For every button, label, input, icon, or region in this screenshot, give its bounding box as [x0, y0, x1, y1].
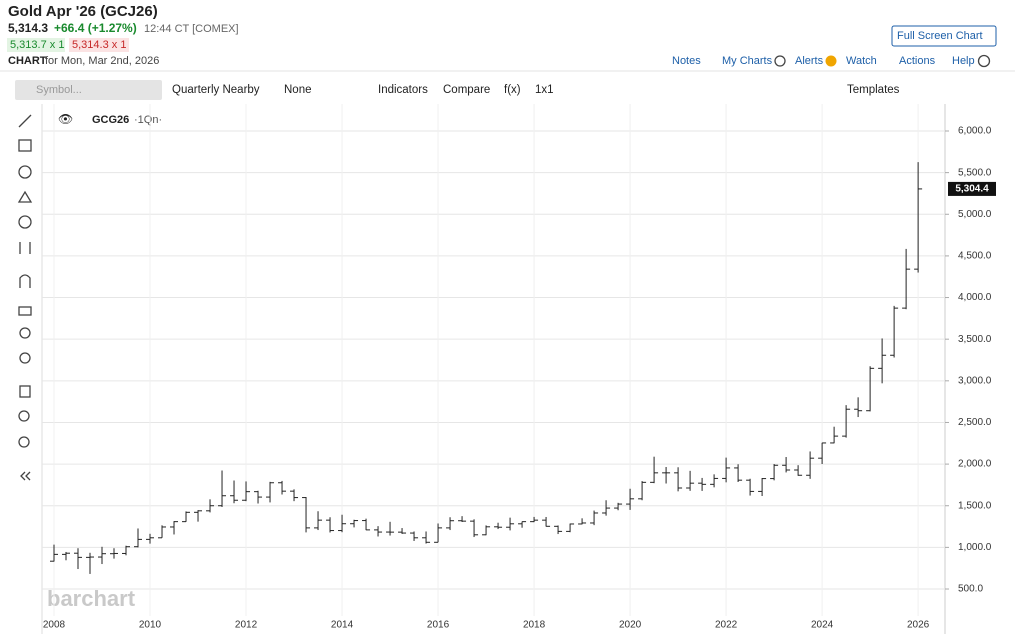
y-tick-label: 5,000.0 — [958, 209, 992, 220]
tool-line[interactable] — [18, 114, 32, 128]
tool-zoom-out[interactable] — [18, 436, 30, 448]
y-tick-label: 1,500.0 — [958, 500, 992, 511]
help-icon — [977, 54, 991, 68]
tool-delete[interactable] — [19, 385, 31, 398]
tool-arrow[interactable] — [17, 190, 33, 203]
bid-box — [7, 38, 65, 52]
x-tick-label: 2026 — [907, 620, 930, 631]
tool-shape[interactable] — [18, 165, 32, 179]
chart-label: CHART — [8, 55, 47, 67]
y-tick-label: 3,000.0 — [958, 375, 992, 386]
nav-my-charts[interactable]: My Charts — [722, 55, 773, 67]
y-tick-label: 4,500.0 — [958, 251, 992, 262]
bid: 5,313.7 x 1 — [10, 39, 64, 51]
x-tick-label: 2018 — [523, 620, 546, 631]
time: 12:44 CT [COMEX] — [144, 23, 239, 35]
sidebar — [17, 114, 33, 481]
nav-actions[interactable]: Actions — [899, 55, 936, 67]
tool-redo[interactable] — [19, 352, 31, 364]
watermark: barchart — [47, 586, 136, 611]
x-tick-label: 2014 — [331, 620, 354, 631]
y-tick-label: 2,500.0 — [958, 417, 992, 428]
add-icon — [774, 55, 786, 67]
nav-notes[interactable]: Notes — [672, 55, 701, 67]
toolbar-period[interactable]: Quarterly Nearby — [172, 84, 260, 96]
tool-collapse[interactable] — [20, 471, 31, 481]
toolbar-layout[interactable]: 1x1 — [535, 84, 554, 96]
symbol-input[interactable] — [15, 80, 162, 100]
tool-magnet[interactable] — [19, 274, 31, 288]
tool-lock[interactable] — [18, 306, 32, 316]
y-tick-label: 1,000.0 — [958, 542, 992, 553]
x-tick-label: 2012 — [235, 620, 258, 631]
x-tick-label: 2016 — [427, 620, 450, 631]
y-tick-label: 5,500.0 — [958, 167, 992, 178]
tool-number[interactable] — [18, 215, 32, 229]
legend-period: ·1Qn· — [134, 114, 162, 126]
tool-fib[interactable] — [18, 139, 32, 152]
last-price-label: 5,304.4 — [955, 184, 989, 195]
y-tick-label: 6,000.0 — [958, 126, 992, 137]
ask: 5,314.3 x 1 — [72, 39, 126, 51]
symbol-placeholder[interactable]: Symbol... — [36, 84, 82, 96]
y-tick-label: 2,000.0 — [958, 459, 992, 470]
x-tick-label: 2008 — [43, 620, 66, 631]
x-tick-label: 2024 — [811, 620, 834, 631]
x-tick-label: 2020 — [619, 620, 642, 631]
tool-measure[interactable] — [19, 242, 31, 254]
toolbar-templates[interactable]: Templates — [847, 84, 900, 96]
toolbar-indicators[interactable]: Indicators — [378, 84, 428, 96]
y-tick-label: 3,500.0 — [958, 334, 992, 345]
last-price-box — [948, 181, 996, 196]
change: +66.4 (+1.27%) — [54, 21, 137, 35]
nav-help[interactable]: Help — [952, 55, 975, 67]
y-tick-label: 4,000.0 — [958, 292, 992, 303]
tool-undo[interactable] — [19, 327, 31, 339]
ask-box — [69, 38, 129, 52]
legend-symbol: GCG26 — [92, 114, 129, 126]
plot: 500.0 1,000.0 1,500.0 2,000.0 2,500.0 3,000.0… — [42, 104, 996, 631]
alert-icon — [825, 55, 837, 67]
x-tick-label: 2010 — [139, 620, 162, 631]
fullscreen-button[interactable] — [891, 25, 997, 47]
fullscreen-label[interactable]: Full Screen Chart — [897, 30, 983, 42]
toolbar-none[interactable]: None — [284, 84, 312, 96]
chart-date: for Mon, Mar 2nd, 2026 — [45, 55, 159, 67]
x-tick-label: 2022 — [715, 620, 738, 631]
legend-eye: 👁 — [58, 112, 73, 126]
nav-alerts[interactable]: Alerts — [795, 55, 824, 67]
title: Gold Apr '26 (GCJ26) — [8, 3, 158, 20]
price: 5,314.3 — [8, 21, 48, 35]
toolbar-fx[interactable]: f(x) — [504, 84, 521, 96]
toolbar-compare[interactable]: Compare — [443, 84, 490, 96]
y-tick-label: 500.0 — [958, 584, 983, 595]
nav-watch[interactable]: Watch — [846, 55, 877, 67]
tool-zoom-in[interactable] — [18, 410, 30, 422]
